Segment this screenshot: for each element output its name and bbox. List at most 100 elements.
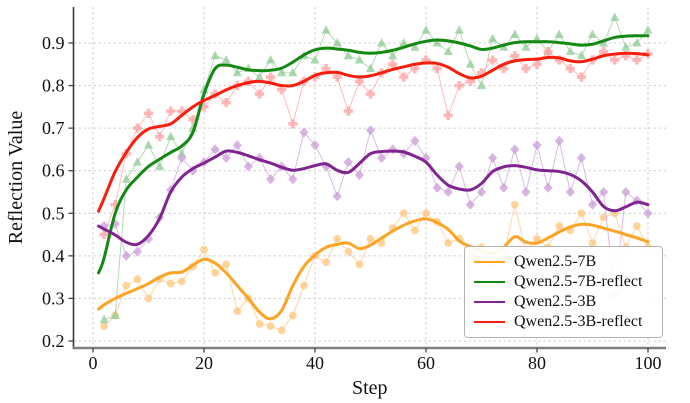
y-tick-label: 0.5 [42, 203, 65, 223]
scatter-marker [510, 29, 520, 38]
scatter-marker [565, 63, 575, 74]
y-tick-label: 0.8 [42, 76, 65, 96]
scatter-marker [476, 80, 487, 90]
scatter-marker [221, 54, 231, 64]
scatter-marker [300, 281, 308, 290]
y-tick-label: 0.2 [42, 331, 65, 351]
legend-entry: Qwen2.5-3B-reflect [474, 312, 654, 332]
y-tick-label: 0.6 [42, 161, 65, 181]
legend-label: Qwen2.5-3B [514, 293, 597, 310]
scatter-marker [376, 37, 387, 47]
scatter-marker [422, 209, 430, 218]
trend-line-Qwen2.5-7B-reflect [97, 34, 650, 275]
x-tick-label: 20 [195, 353, 213, 373]
scatter-marker [565, 186, 575, 198]
scatter-marker [587, 29, 598, 38]
scatter-marker [232, 67, 242, 77]
scatter-marker [576, 50, 587, 60]
y-tick-label: 0.3 [42, 288, 65, 308]
scatter-marker [277, 67, 287, 77]
scatter-marker [399, 209, 408, 218]
scatter-marker [598, 186, 609, 198]
scatter-marker [143, 108, 154, 118]
scatter-marker [465, 59, 476, 68]
scatter-marker [443, 46, 453, 56]
scatter-marker [254, 89, 265, 99]
scatter-marker [254, 72, 265, 81]
scatter-marker [410, 42, 420, 51]
scatter-marker [643, 25, 653, 34]
scatter-marker [532, 59, 542, 69]
scatter-marker [344, 247, 353, 256]
scatter-marker [354, 54, 365, 64]
trend-line-Qwen2.5-3B [97, 149, 650, 247]
scatter-marker [465, 76, 475, 86]
scatter-marker [288, 311, 297, 320]
scatter-marker [266, 72, 276, 82]
scatter-marker [200, 245, 208, 254]
scatter-marker [577, 209, 586, 218]
x-tick-label: 80 [528, 353, 546, 373]
scatter-marker [100, 322, 108, 330]
scatter-marker [587, 199, 598, 210]
legend: Qwen2.5-7B Qwen2.5-7B-reflect Qwen2.5-3B… [464, 246, 663, 338]
scatter-marker [399, 72, 409, 82]
scatter-marker [132, 123, 142, 133]
scatter-marker [177, 277, 186, 286]
scatter-marker [166, 131, 176, 141]
scatter-marker [144, 294, 153, 303]
scatter-marker [121, 250, 131, 261]
scatter-marker [332, 37, 342, 47]
scatter-marker [521, 186, 531, 198]
scatter-marker [443, 186, 453, 198]
scatter-marker [365, 125, 376, 136]
scatter-marker [576, 72, 586, 82]
x-axis-label: Step [352, 377, 388, 399]
scatter-marker [133, 275, 142, 284]
scatter-marker [154, 161, 165, 170]
scatter-marker [532, 140, 542, 151]
scatter-marker [610, 12, 620, 21]
legend-label: Qwen2.5-7B-reflect [514, 273, 643, 290]
scatter-marker [388, 50, 398, 60]
legend-line-orange [474, 261, 505, 263]
scatter-marker [343, 50, 353, 60]
scatter-marker [643, 208, 653, 219]
legend-label: Qwen2.5-7B [514, 253, 597, 270]
scatter-marker [121, 174, 131, 183]
scatter-marker [143, 140, 154, 149]
scatter-marker [210, 144, 220, 155]
scatter-marker [521, 63, 531, 74]
scatter-marker [265, 174, 276, 185]
y-tick-label: 0.9 [42, 33, 65, 53]
scatter-marker [99, 229, 109, 240]
legend-entry: Qwen2.5-7B [474, 252, 654, 272]
scatter-marker [132, 157, 143, 166]
scatter-marker [222, 260, 231, 269]
scatter-marker [321, 25, 331, 34]
scatter-marker [333, 234, 342, 243]
scatter-marker [343, 106, 353, 116]
y-tick-label: 0.4 [42, 246, 65, 266]
legend-line-red [474, 321, 505, 323]
scatter-marker [288, 174, 298, 185]
x-tick-label: 60 [417, 353, 435, 373]
scatter-marker [243, 161, 254, 172]
scatter-marker [166, 279, 175, 288]
scatter-marker [443, 110, 453, 120]
x-tick-label: 100 [635, 353, 662, 373]
scatter-marker [210, 50, 220, 60]
scatter-marker [444, 239, 453, 247]
scatter-marker [288, 119, 298, 129]
scatter-marker [310, 54, 320, 64]
scatter-marker [421, 25, 431, 34]
scatter-marker [332, 191, 342, 202]
scatter-marker [432, 63, 442, 74]
scatter-marker [122, 281, 131, 290]
scatter-marker [632, 55, 642, 65]
legend-line-purple [474, 301, 505, 303]
scatter-marker [543, 182, 553, 193]
scatter-marker [166, 106, 176, 116]
scatter-marker [565, 46, 575, 56]
